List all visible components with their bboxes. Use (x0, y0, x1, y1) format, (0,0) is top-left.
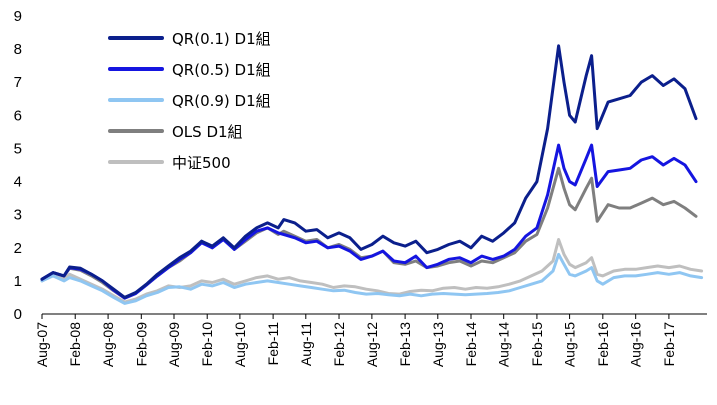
x-tick-label: Aug-12 (364, 322, 380, 367)
x-tick-label: Aug-11 (298, 322, 314, 366)
x-tick-label: Feb-15 (529, 322, 545, 367)
x-tick-label: Aug-16 (628, 322, 644, 367)
x-tick-label: Feb-08 (67, 322, 83, 367)
x-tick-label: Aug-15 (562, 322, 578, 367)
y-tick-label: 9 (14, 8, 22, 25)
y-tick-label: 8 (14, 41, 22, 58)
y-axis-ticks: 0 1 2 3 4 5 6 7 8 9 (14, 8, 22, 323)
legend-label: OLS D1組 (172, 123, 243, 141)
y-tick-label: 3 (14, 207, 22, 224)
x-tick-label: Feb-10 (199, 322, 215, 367)
y-tick-label: 5 (14, 140, 22, 157)
series-lines (40, 44, 704, 305)
x-tick-label: Feb-09 (133, 322, 149, 367)
series-line-2 (40, 252, 704, 305)
x-tick-label: Aug-10 (232, 322, 248, 367)
x-tick-label: Aug-09 (166, 322, 182, 367)
x-tick-label: Aug-07 (34, 322, 50, 367)
x-tick-label: Feb-11 (265, 322, 281, 366)
legend-label: QR(0.9) D1組 (172, 92, 271, 110)
x-axis: Aug-07 Feb-08 Aug-08 Feb-09 Aug-09 Feb-10 Aug-… (34, 313, 707, 367)
y-tick-label: 1 (14, 273, 22, 290)
x-tick-label: Feb-14 (463, 322, 479, 367)
x-tick-label: Aug-14 (496, 322, 512, 367)
legend: QR(0.1) D1組 QR(0.5) D1組 QR(0.9) D1組 OLS D1組… (108, 30, 271, 172)
x-tick-label: Feb-12 (331, 322, 347, 367)
series-line-0 (40, 44, 698, 299)
y-tick-label: 0 (14, 306, 22, 323)
y-tick-label: 6 (14, 107, 22, 124)
x-tick-label: Feb-16 (595, 322, 611, 367)
x-tick-label: Aug-08 (100, 322, 116, 367)
y-tick-label: 2 (14, 240, 22, 257)
legend-label: QR(0.1) D1組 (172, 30, 271, 48)
x-tick-label: Feb-17 (661, 322, 677, 367)
legend-label: 中证500 (172, 154, 231, 172)
x-tick-label: Aug-13 (430, 322, 446, 367)
legend-label: QR(0.5) D1組 (172, 61, 271, 79)
x-tick-label: Feb-13 (397, 322, 413, 367)
y-tick-label: 7 (14, 74, 22, 91)
y-tick-label: 4 (14, 174, 22, 191)
